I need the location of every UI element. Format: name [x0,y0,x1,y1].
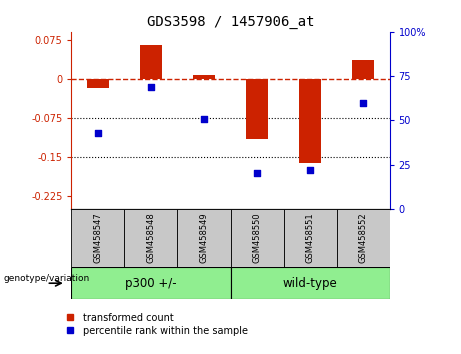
Text: GSM458548: GSM458548 [147,213,155,263]
Point [200,116,207,121]
Text: p300 +/-: p300 +/- [125,277,177,290]
Text: wild-type: wild-type [283,277,337,290]
Bar [284,209,337,267]
Bar [230,267,390,299]
Point [148,84,155,90]
Bar [246,79,267,138]
Bar [140,45,161,79]
Point [359,100,366,105]
Point [306,167,313,173]
Legend: transformed count, percentile rank within the sample: transformed count, percentile rank withi… [60,313,248,336]
Text: GSM458547: GSM458547 [94,213,102,263]
Text: GSM458549: GSM458549 [200,213,208,263]
Bar [71,267,230,299]
Text: GSM458551: GSM458551 [306,213,314,263]
Bar [87,79,108,88]
Text: genotype/variation: genotype/variation [4,274,90,283]
Point [94,130,101,136]
Bar [177,209,230,267]
Bar [193,75,214,79]
Bar [299,79,320,163]
Text: GSM458550: GSM458550 [253,213,261,263]
Bar [71,209,124,267]
Bar [124,209,177,267]
Title: GDS3598 / 1457906_at: GDS3598 / 1457906_at [147,16,314,29]
Bar [337,209,390,267]
Bar [230,209,284,267]
Bar [352,61,373,79]
Text: GSM458552: GSM458552 [359,213,367,263]
Point [254,171,261,176]
